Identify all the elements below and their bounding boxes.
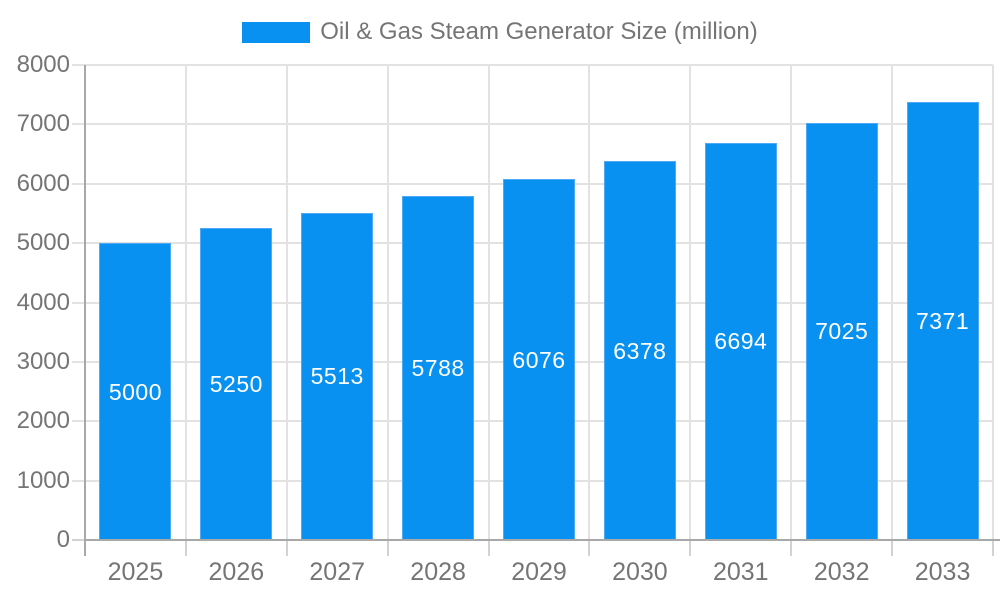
v-gridline (487, 65, 490, 540)
bar: 6694 (704, 142, 777, 540)
bar-column: 6378 (589, 65, 690, 540)
x-tick (689, 540, 692, 556)
y-tick (72, 539, 85, 541)
bar: 5513 (301, 212, 374, 540)
x-axis-tick-label: 2032 (813, 558, 870, 586)
v-gridline (588, 65, 591, 540)
bar-value-label: 5788 (411, 355, 465, 382)
bar-value-label: 7371 (915, 308, 970, 335)
x-tick (487, 540, 490, 556)
v-gridline (184, 65, 187, 540)
bar-column: 7371 (892, 65, 993, 540)
v-gridline (386, 65, 389, 540)
y-axis-tick-label: 5000 (16, 229, 70, 257)
x-axis-tick-label: 2029 (511, 558, 567, 586)
bar-column: 6694 (690, 65, 791, 540)
y-axis-tick-label: 4000 (16, 288, 70, 316)
x-axis-tick-label: 2031 (712, 558, 769, 586)
x-axis-tick-label: 2028 (410, 558, 466, 586)
v-gridline (689, 65, 692, 540)
bar-series: 5000 5250 5513 5788 6076 6378 6694 7025 7371 (85, 65, 993, 540)
y-axis: 0 1000 2000 3000 4000 5000 6000 7000 8000 (0, 51, 70, 553)
y-axis-tick-label: 3000 (16, 347, 70, 375)
v-gridline (790, 65, 793, 540)
x-axis-line (85, 539, 1000, 541)
bar-value-label: 5000 (108, 378, 163, 405)
x-tick (588, 540, 591, 556)
bar-value-label: 6694 (714, 328, 768, 355)
x-tick (790, 540, 793, 556)
bar-column: 5250 (186, 65, 287, 540)
x-axis-tick-label: 2030 (612, 558, 668, 586)
bar-column: 5000 (85, 65, 186, 540)
v-gridline (285, 65, 288, 540)
x-axis-tick-label: 2025 (107, 558, 164, 586)
x-tick (992, 540, 994, 556)
x-axis-tick-label: 2026 (208, 558, 265, 586)
bar-column: 6076 (489, 65, 590, 540)
x-tick (386, 540, 389, 556)
bar: 5000 (99, 243, 172, 540)
legend-swatch (242, 21, 311, 43)
y-axis-tick-label: 6000 (16, 169, 70, 197)
bar: 5788 (402, 196, 475, 540)
x-tick (891, 540, 894, 556)
bar: 6076 (503, 179, 575, 540)
bar-value-label: 6076 (512, 346, 566, 373)
bar-column: 7025 (791, 65, 892, 540)
y-axis-line (84, 65, 86, 556)
x-axis-tick-label: 2033 (914, 558, 971, 586)
bar: 7025 (805, 122, 878, 540)
x-tick (285, 540, 288, 556)
bar-column: 5513 (287, 65, 388, 540)
x-axis: 2025 2026 2027 2028 2029 2030 2031 2032 2033 (85, 556, 993, 588)
bar: 6378 (603, 161, 676, 540)
y-axis-tick-label: 1000 (16, 466, 70, 494)
y-axis-tick-label: 0 (56, 526, 70, 553)
bar: 5250 (200, 228, 273, 540)
plot-area: 5000 5250 5513 5788 6076 6378 6694 7025 7371 (72, 64, 1000, 556)
bar-value-label: 5513 (310, 363, 364, 390)
bar-value-label: 7025 (815, 318, 869, 345)
x-tick (184, 540, 187, 556)
v-gridline (891, 65, 894, 540)
bar-value-label: 5250 (209, 371, 263, 398)
legend: Oil & Gas Steam Generator Size (million) (0, 16, 1000, 48)
x-axis-tick-label: 2027 (309, 558, 366, 586)
v-gridline (992, 65, 994, 540)
bar-value-label: 6378 (613, 337, 667, 364)
y-axis-tick-label: 8000 (16, 51, 70, 78)
bar: 7371 (906, 102, 979, 540)
y-axis-tick-label: 2000 (16, 407, 70, 435)
h-gridline (72, 123, 993, 126)
h-gridline (72, 64, 993, 66)
y-axis-tick-label: 7000 (16, 110, 70, 138)
bar-column: 5788 (388, 65, 489, 540)
legend-label: Oil & Gas Steam Generator Size (million) (320, 18, 758, 45)
